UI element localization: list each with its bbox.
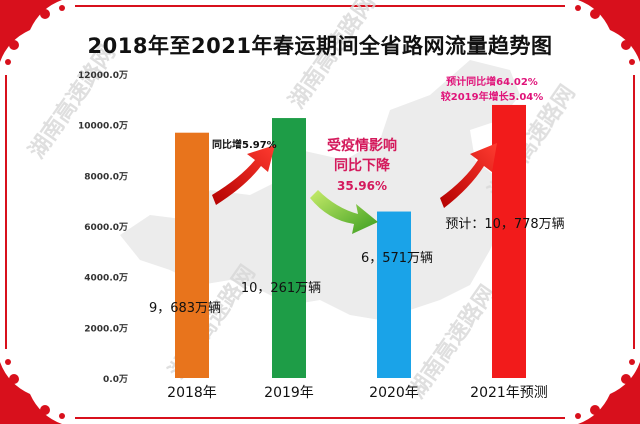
- data-label: 预计：10，778万辆: [445, 217, 564, 232]
- y-tick-label: 10000.0万: [78, 121, 128, 132]
- y-tick-label: 8000.0万: [84, 171, 128, 182]
- bar: [377, 211, 411, 378]
- map-silhouette: [120, 60, 520, 320]
- corner-ornament-bl: [0, 359, 65, 424]
- forecast-annotation-line1: 预计同比增64.02%: [446, 75, 538, 88]
- x-tick-label: 2018年: [167, 385, 217, 401]
- frame-lines: [5, 5, 635, 419]
- x-tick-label: 2019年: [264, 385, 314, 401]
- x-tick-label: 2020年: [369, 385, 419, 401]
- bar: [272, 118, 306, 379]
- corner-ornament-tr: [575, 0, 640, 65]
- y-tick-label: 6000.0万: [84, 222, 128, 233]
- forecast-annotation-line2: 较2019年增长5.04%: [441, 90, 544, 103]
- y-tick-label: 2000.0万: [84, 323, 128, 334]
- impact-annotation-line2: 同比下降: [334, 157, 391, 174]
- growth-arrow-1: [212, 145, 275, 205]
- x-tick-label: 2021年预测: [470, 385, 548, 401]
- data-label: 10，261万辆: [241, 281, 321, 296]
- y-tick-label: 12000.0万: [78, 70, 128, 81]
- chart-title: 2018年至2021年春运期间全省路网流量趋势图: [87, 34, 553, 58]
- growth-annotation: 同比增5.97%: [212, 138, 277, 151]
- bar: [175, 132, 209, 378]
- corner-ornament-tl: [0, 0, 65, 65]
- impact-annotation-line1: 受疫情影响: [327, 137, 397, 154]
- bar: [492, 104, 526, 378]
- decline-arrow: [310, 190, 378, 234]
- growth-arrow-2: [440, 143, 497, 208]
- y-tick-label: 4000.0万: [84, 273, 128, 284]
- y-tick-label: 0.0万: [103, 374, 128, 385]
- data-label: 9，683万辆: [149, 301, 221, 316]
- impact-annotation-pct: 35.96%: [337, 179, 387, 193]
- data-label: 6，571万辆: [361, 251, 433, 266]
- corner-ornament-br: [575, 359, 640, 424]
